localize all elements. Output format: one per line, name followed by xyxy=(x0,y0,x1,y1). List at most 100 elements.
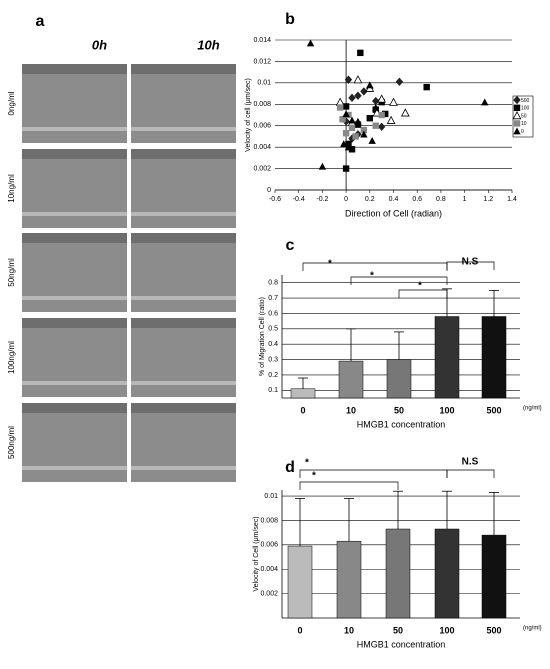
x-unit: (ng/ml) xyxy=(523,406,542,412)
micrograph-band xyxy=(22,149,127,159)
point xyxy=(378,111,385,119)
micrograph-band xyxy=(22,403,127,413)
micrograph-edge xyxy=(131,296,236,300)
legend-label: 0 xyxy=(521,129,524,135)
y-tick-label: 0.2 xyxy=(268,372,278,379)
y-tick-label: 0.4 xyxy=(268,341,278,348)
significance-label: * xyxy=(305,458,309,469)
row-label: 50ng/ml xyxy=(7,258,16,287)
micrograph-edge xyxy=(22,296,127,300)
x-tick-label: -0.2 xyxy=(316,196,328,203)
point xyxy=(360,87,368,96)
micrograph-edge xyxy=(131,381,236,385)
point xyxy=(481,98,489,106)
point xyxy=(354,91,362,100)
x-tick-label: 10 xyxy=(346,405,356,415)
point xyxy=(377,94,387,103)
micrograph xyxy=(22,403,127,482)
significance-bracket xyxy=(446,469,495,478)
legend-label: 50 xyxy=(521,113,527,119)
legend-label: 100 xyxy=(521,106,530,112)
y-tick-label: 0.004 xyxy=(260,566,278,573)
y-axis-label: Velocity of cell (μm/sec) xyxy=(245,78,252,152)
micrograph xyxy=(22,318,127,397)
point xyxy=(400,108,410,117)
legend-label: 10 xyxy=(521,121,527,127)
point xyxy=(342,130,350,137)
point xyxy=(344,143,353,151)
y-tick-label: 0 xyxy=(267,187,271,194)
micrograph-edge xyxy=(131,212,236,216)
significance-label: * xyxy=(370,271,374,282)
point xyxy=(372,103,380,111)
point xyxy=(386,115,396,124)
point xyxy=(342,110,350,118)
y-tick-label: 0.3 xyxy=(268,356,278,363)
point xyxy=(354,117,362,125)
micrograph-edge xyxy=(22,381,127,385)
panel-letter: d xyxy=(285,459,295,476)
x-tick-label: 100 xyxy=(439,405,454,415)
point xyxy=(344,75,353,84)
x-tick-label: 0 xyxy=(297,625,302,635)
significance-label: N.S xyxy=(462,257,479,268)
x-axis-label: HMGB1 concentration xyxy=(357,419,446,429)
significance-bracket xyxy=(302,262,448,271)
point xyxy=(306,39,315,47)
x-tick-label: 0.2 xyxy=(365,196,375,203)
micrograph xyxy=(22,233,127,312)
x-tick-label: 100 xyxy=(439,625,454,635)
point xyxy=(513,104,521,111)
bar xyxy=(287,545,313,619)
micrograph xyxy=(22,64,127,143)
x-tick-label: 10 xyxy=(344,625,354,635)
x-tick-label: 500 xyxy=(486,405,501,415)
point xyxy=(318,162,327,170)
x-tick-label: 50 xyxy=(393,625,403,635)
x-tick-label: 1 xyxy=(463,196,467,203)
micrograph-edge xyxy=(131,127,236,131)
micrograph-band xyxy=(22,64,127,74)
point xyxy=(366,115,373,122)
point xyxy=(340,140,348,148)
micrograph-edge xyxy=(131,466,236,470)
significance-bracket xyxy=(299,469,448,478)
point xyxy=(342,103,350,110)
point xyxy=(348,124,356,132)
x-tick-label: 0 xyxy=(344,196,348,203)
point xyxy=(342,165,350,172)
y-tick-label: 0.006 xyxy=(260,542,278,549)
point xyxy=(513,95,521,105)
micrograph xyxy=(131,233,236,312)
point xyxy=(423,83,430,91)
y-tick-label: 0.014 xyxy=(253,37,271,44)
bar xyxy=(481,316,507,399)
x-tick-label: 0.8 xyxy=(436,196,446,203)
point xyxy=(348,146,356,153)
point xyxy=(513,127,521,135)
micrograph xyxy=(131,149,236,228)
point xyxy=(512,111,522,120)
y-tick-label: 0.012 xyxy=(253,58,271,65)
micrograph-edge xyxy=(22,127,127,131)
y-tick-label: 0.7 xyxy=(268,295,278,302)
column-label: 10h xyxy=(197,37,219,52)
y-axis-label: Velocity of Cell (μm/sec) xyxy=(253,516,260,591)
significance-bracket xyxy=(299,481,399,490)
point xyxy=(353,75,363,84)
x-tick-label: 1.4 xyxy=(507,196,517,203)
column-label: 0h xyxy=(92,37,107,52)
micrograph xyxy=(22,149,127,228)
micrograph-band xyxy=(131,233,236,243)
x-unit: (ng/ml) xyxy=(523,626,542,632)
point xyxy=(348,93,356,103)
bar xyxy=(434,528,460,619)
point xyxy=(389,97,398,106)
panel-letter: a xyxy=(36,13,45,30)
point xyxy=(368,137,376,144)
point xyxy=(377,122,386,131)
micrograph-band xyxy=(131,403,236,413)
y-tick-label: 0.004 xyxy=(253,144,271,151)
bar xyxy=(336,540,362,619)
x-tick-label: 1.2 xyxy=(483,196,493,203)
